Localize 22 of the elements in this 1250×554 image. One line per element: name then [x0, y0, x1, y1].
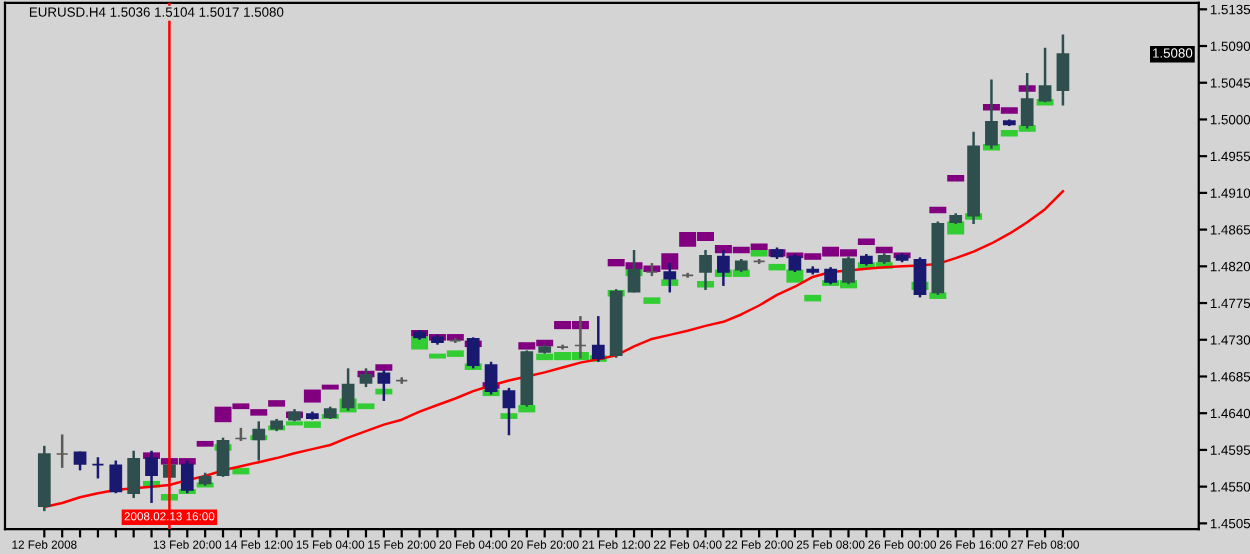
- bar: [250, 409, 268, 416]
- candlestick: [55, 433, 69, 470]
- candlestick: [395, 376, 409, 386]
- candlestick: [127, 449, 141, 500]
- bar: [947, 174, 965, 182]
- bar: [321, 384, 339, 390]
- candlestick: [91, 456, 105, 480]
- bar: [268, 400, 286, 407]
- bar: [929, 206, 947, 214]
- candlestick: [985, 78, 998, 151]
- bar: [804, 294, 822, 302]
- candlestick: [145, 449, 158, 505]
- bar: [857, 238, 875, 246]
- candlestick: [109, 459, 123, 495]
- candlestick: [717, 248, 730, 288]
- bar: [786, 269, 804, 283]
- candlestick: [1056, 33, 1070, 107]
- bar: [303, 389, 321, 403]
- candlestick: [574, 314, 587, 360]
- bar: [750, 250, 768, 257]
- bar: [643, 297, 661, 304]
- bar: [196, 440, 214, 447]
